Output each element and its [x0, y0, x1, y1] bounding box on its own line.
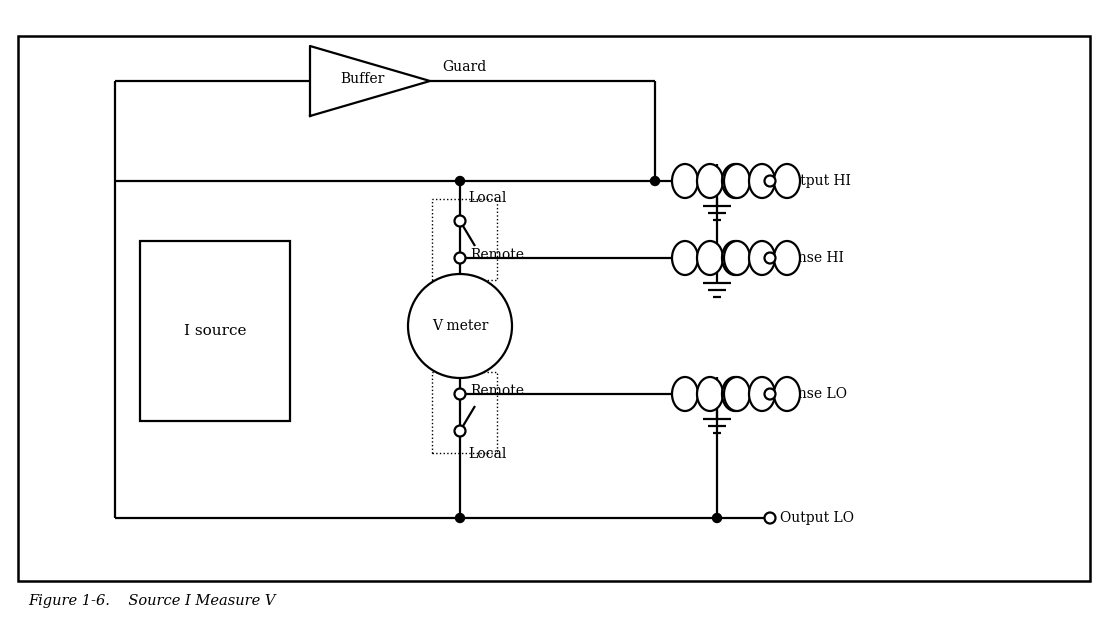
Circle shape [651, 177, 659, 186]
Circle shape [455, 425, 466, 436]
Circle shape [455, 252, 466, 263]
Ellipse shape [749, 164, 775, 198]
Text: Output LO: Output LO [780, 511, 854, 525]
FancyBboxPatch shape [140, 241, 290, 421]
FancyBboxPatch shape [18, 36, 1090, 581]
Ellipse shape [697, 164, 723, 198]
Ellipse shape [749, 241, 775, 275]
Text: Remote: Remote [470, 248, 524, 262]
Text: V meter: V meter [431, 319, 488, 333]
Circle shape [455, 216, 466, 226]
Text: I source: I source [183, 324, 246, 338]
Text: Local: Local [468, 191, 506, 205]
Circle shape [765, 389, 775, 399]
Ellipse shape [774, 377, 800, 411]
Ellipse shape [672, 164, 698, 198]
Circle shape [455, 389, 466, 399]
Text: Figure 1-6.    Source I Measure V: Figure 1-6. Source I Measure V [28, 594, 276, 608]
Ellipse shape [672, 377, 698, 411]
Ellipse shape [722, 377, 748, 411]
Circle shape [456, 513, 465, 523]
Text: Buffer: Buffer [340, 72, 384, 86]
Circle shape [765, 513, 775, 523]
Circle shape [456, 177, 465, 186]
Ellipse shape [774, 241, 800, 275]
Text: Remote: Remote [470, 384, 524, 398]
Ellipse shape [722, 241, 748, 275]
Ellipse shape [722, 164, 748, 198]
Circle shape [713, 513, 722, 523]
Ellipse shape [724, 164, 749, 198]
Ellipse shape [749, 377, 775, 411]
Text: Sense LO: Sense LO [780, 387, 847, 401]
Text: Sense HI: Sense HI [780, 251, 844, 265]
Text: Output HI: Output HI [780, 174, 851, 188]
Ellipse shape [697, 377, 723, 411]
Ellipse shape [724, 377, 749, 411]
Ellipse shape [724, 241, 749, 275]
Ellipse shape [697, 241, 723, 275]
Text: Guard: Guard [441, 60, 486, 74]
Circle shape [765, 252, 775, 263]
Ellipse shape [672, 241, 698, 275]
Ellipse shape [774, 164, 800, 198]
Circle shape [765, 176, 775, 186]
Circle shape [408, 274, 512, 378]
Text: Local: Local [468, 447, 506, 461]
